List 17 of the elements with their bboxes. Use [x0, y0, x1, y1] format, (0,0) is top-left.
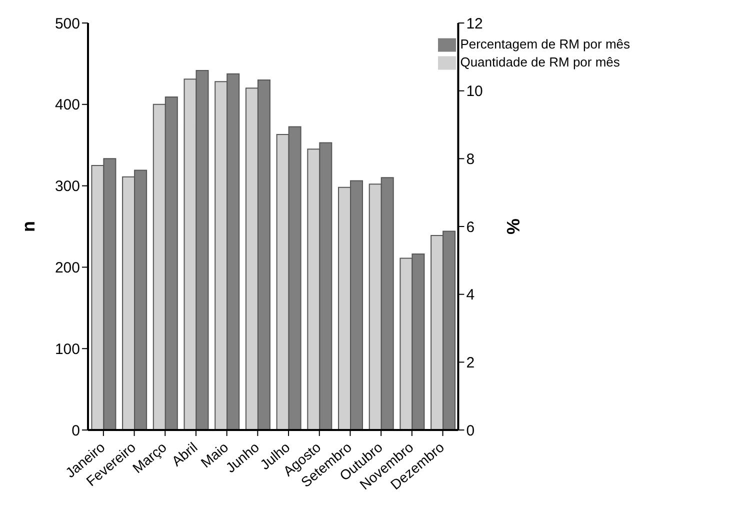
y2-tick-label: 2: [466, 354, 475, 372]
y-tick-label: 500: [54, 15, 80, 32]
y2-tick-label: 4: [466, 286, 475, 304]
y2-tick-label: 0: [466, 422, 475, 440]
y2-axis-title: %: [502, 218, 523, 235]
legend-label: Percentagem de RM por mês: [460, 36, 630, 52]
y2-tick-label: 10: [466, 83, 483, 100]
y-tick-label: 100: [54, 340, 80, 358]
y-tick-label: 300: [54, 178, 80, 196]
y2-tick-label: 8: [466, 150, 475, 168]
y-axis-title: n: [18, 221, 38, 232]
y-tick-label: 400: [54, 96, 80, 114]
y2-tick-label: 6: [466, 218, 475, 236]
legend-label: Quantidade de RM por mês: [460, 54, 620, 70]
y-tick-label: 200: [54, 260, 80, 277]
y-tick-label: 0: [72, 422, 80, 440]
y2-tick-label: 12: [466, 15, 483, 32]
